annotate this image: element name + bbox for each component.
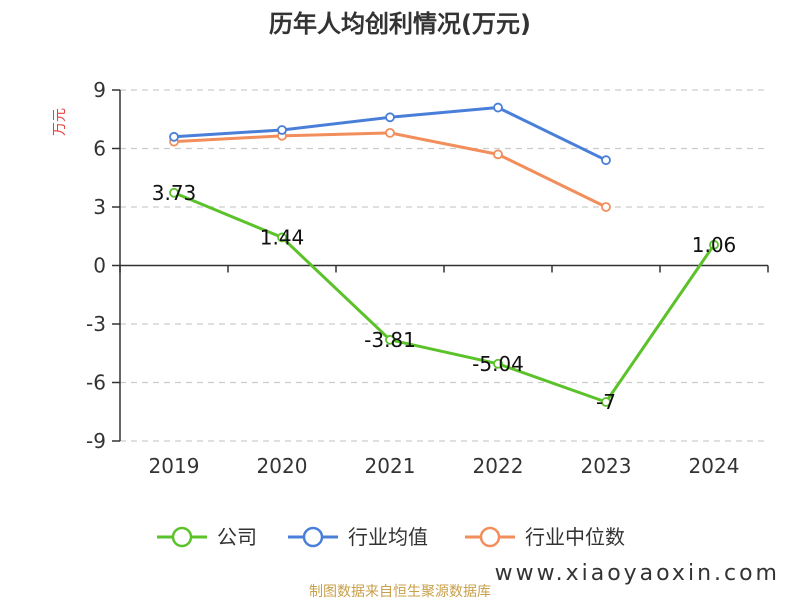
data-point [601,155,611,166]
series-行业中位数 [169,127,611,212]
data-point [493,102,503,113]
data-point [493,358,503,369]
y-tick-label: -9 [86,429,106,453]
x-tick-label: 2022 [473,454,524,478]
legend-item[interactable]: 行业均值 [288,525,428,549]
series-公司 [169,187,719,407]
legend-marker [479,526,501,548]
data-label: 1.06 [692,233,737,257]
data-point [169,187,179,198]
data-label: -7 [596,390,616,414]
data-point [601,397,611,407]
legend-label: 行业中位数 [525,525,625,549]
data-point [385,112,395,123]
y-tick-label: -3 [86,312,106,336]
x-tick-label: 2023 [581,454,632,478]
x-tick-labels: 2019 2020 2021 2022 2023 2024 [149,454,740,478]
y-tick-label: 6 [93,137,106,161]
legend-marker [302,526,324,548]
data-point [277,125,287,135]
series-行业均值 [169,102,611,166]
y-tick-label: -6 [86,371,106,395]
x-tick-label: 2020 [257,454,308,478]
legend-item[interactable]: 行业中位数 [465,525,625,549]
x-tick-label: 2021 [365,454,416,478]
data-label: -5.04 [472,352,524,376]
x-tick-label: 2019 [149,454,200,478]
watermark: www.xiaoyaoxin.com [495,561,780,586]
y-tick-label: 0 [93,254,106,278]
data-label: 3.73 [152,181,197,205]
data-point [385,334,395,345]
series-lines [169,102,719,407]
x-tick-label: 2024 [689,454,740,478]
series-line [173,131,607,209]
data-point [385,127,395,138]
legend-label: 公司 [217,525,257,549]
data-point [277,232,287,243]
data-point [169,131,179,142]
data-labels: 3.73 1.44 -3.81 -5.04 -7 1.06 [152,181,737,414]
data-label: -3.81 [364,328,416,352]
data-label: 1.44 [260,225,305,249]
legend-item[interactable]: 公司 [157,525,257,549]
axes [112,89,769,442]
data-point [709,239,719,250]
y-axis-label: 万元 [52,108,68,136]
legend-label: 行业均值 [348,525,428,549]
legend-marker [171,526,193,548]
data-point [601,202,611,212]
y-tick-labels: 9 6 3 0 -3 -6 -9 [86,78,106,453]
series-line [173,191,716,404]
source-note: 制图数据来自恒生聚源数据库 [309,584,491,600]
y-tick-label: 3 [93,195,106,219]
legend[interactable]: 公司 行业均值 行业中位数 [157,525,625,549]
data-point [493,149,503,160]
chart-title: 历年人均创利情况(万元) [269,10,531,38]
y-tick-label: 9 [93,78,106,102]
